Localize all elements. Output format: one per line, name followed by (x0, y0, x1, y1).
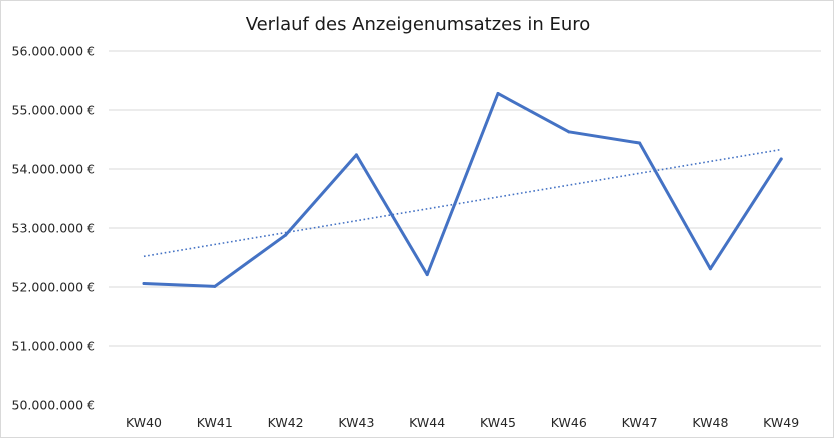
data-point (638, 141, 642, 145)
x-tick-label: KW44 (409, 415, 445, 430)
trendline-group (143, 148, 782, 258)
x-tick-label: KW46 (551, 415, 587, 430)
data-point (708, 267, 712, 271)
data-point (354, 153, 358, 157)
series-group (142, 91, 783, 288)
gridlines (109, 50, 821, 347)
x-tick-label: KW47 (622, 415, 658, 430)
chart-title: Verlauf des Anzeigenumsatzes in Euro (246, 14, 591, 35)
data-point (567, 130, 571, 134)
y-tick-label: 55.000.000 € (12, 103, 96, 118)
data-point (779, 157, 783, 161)
x-tick-label: KW48 (692, 415, 728, 430)
y-tick-label: 52.000.000 € (12, 280, 96, 295)
x-axis-tick-labels: KW40 KW41 KW42 KW43 KW44 KW45 KW46 KW47 KW48 KW49 (126, 415, 799, 430)
data-point (142, 281, 146, 285)
y-tick-label: 54.000.000 € (12, 162, 96, 177)
y-axis-tick-labels: 50.000.000 € 51.000.000 € 52.000.000 € 53.0… (12, 44, 96, 413)
data-point (284, 233, 288, 237)
x-tick-label: KW43 (338, 415, 374, 430)
x-tick-label: KW45 (480, 415, 516, 430)
data-point (213, 284, 217, 288)
y-tick-label: 50.000.000 € (12, 398, 96, 413)
x-tick-label: KW49 (763, 415, 799, 430)
y-tick-label: 53.000.000 € (12, 221, 96, 236)
data-point (496, 91, 500, 95)
y-tick-label: 51.000.000 € (12, 339, 96, 354)
trendline (143, 148, 782, 258)
x-tick-label: KW42 (268, 415, 304, 430)
data-point (425, 273, 429, 277)
x-tick-label: KW40 (126, 415, 162, 430)
x-tick-label: KW41 (197, 415, 233, 430)
y-tick-label: 56.000.000 € (12, 44, 96, 59)
series-line (142, 91, 783, 288)
